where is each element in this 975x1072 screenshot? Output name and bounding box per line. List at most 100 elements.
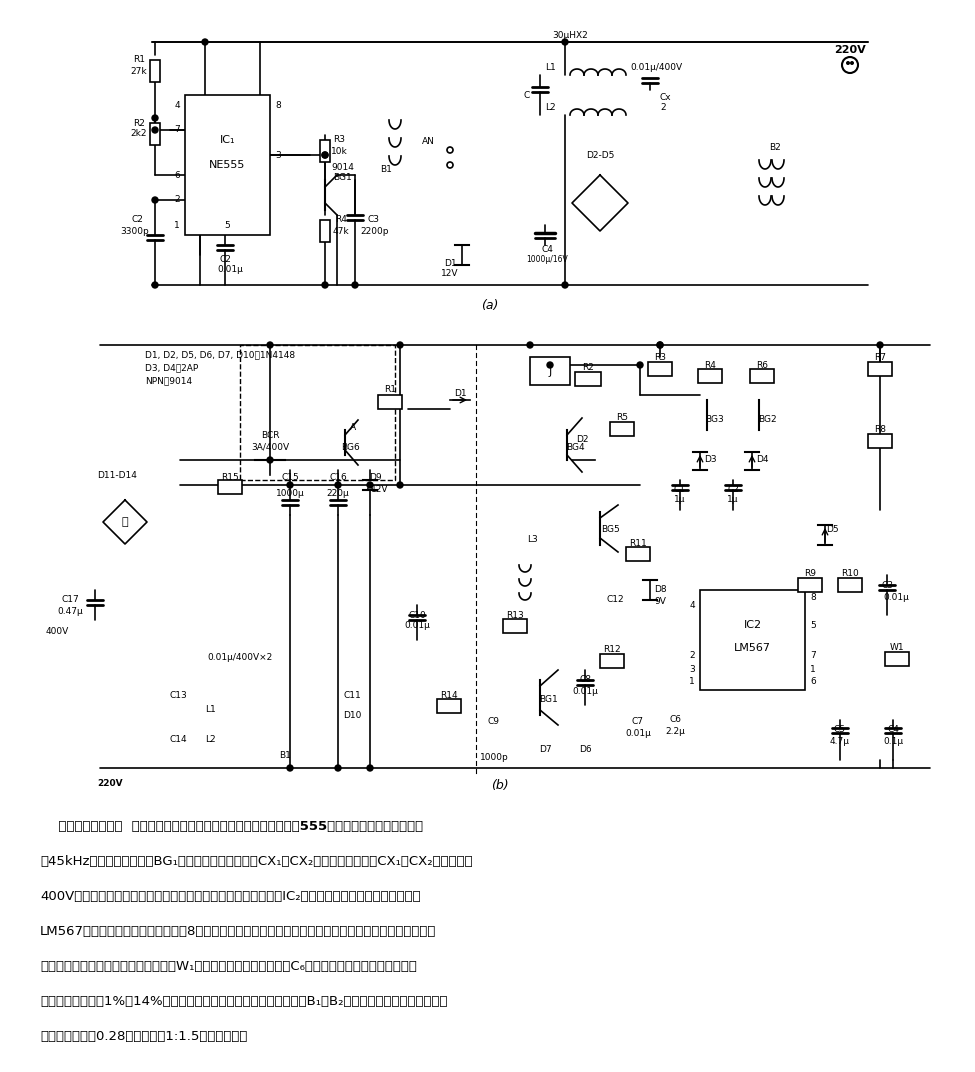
Text: R14: R14 xyxy=(440,690,458,700)
Text: R12: R12 xyxy=(604,645,621,655)
Text: 1000μ: 1000μ xyxy=(276,489,304,497)
Text: D1: D1 xyxy=(444,258,456,268)
Text: 0.01μ: 0.01μ xyxy=(625,730,651,739)
Bar xyxy=(885,652,909,666)
Text: C10: C10 xyxy=(409,610,426,620)
Text: BG1: BG1 xyxy=(538,696,558,704)
Text: R2: R2 xyxy=(133,119,145,128)
Bar xyxy=(320,140,330,162)
Text: 10k: 10k xyxy=(579,374,597,384)
Text: 1: 1 xyxy=(689,678,695,686)
Text: (b): (b) xyxy=(491,778,509,791)
Text: C11: C11 xyxy=(343,690,361,700)
Text: D5: D5 xyxy=(826,525,838,535)
Text: 为45kHz。输出载波信号经BG₁谐振放大、隔离，通过CX₁、CX₂耦合到电力线上。CX₁、CX₂的耐压应在: 为45kHz。输出载波信号经BG₁谐振放大、隔离，通过CX₁、CX₂耦合到电力线… xyxy=(40,855,473,868)
Text: BG4: BG4 xyxy=(566,444,584,452)
Text: 4: 4 xyxy=(689,600,695,610)
Text: 3A/400V: 3A/400V xyxy=(251,443,289,451)
Circle shape xyxy=(335,482,341,488)
Text: AN: AN xyxy=(422,137,435,147)
Text: 12V: 12V xyxy=(371,486,389,494)
Text: R3: R3 xyxy=(654,354,666,362)
Text: 4k7: 4k7 xyxy=(441,702,457,712)
Text: 0.01μ: 0.01μ xyxy=(572,687,598,697)
Text: 3k9: 3k9 xyxy=(872,366,888,374)
Text: R11: R11 xyxy=(629,538,646,548)
Circle shape xyxy=(152,282,158,288)
Text: 0.01μ/400V: 0.01μ/400V xyxy=(630,62,682,72)
Text: 6: 6 xyxy=(175,170,180,179)
Text: D2-D5: D2-D5 xyxy=(586,150,614,160)
Text: 510: 510 xyxy=(381,396,399,404)
Text: 1μ: 1μ xyxy=(675,495,685,505)
Text: C14: C14 xyxy=(170,735,187,744)
Text: R9: R9 xyxy=(804,569,816,579)
Text: A: A xyxy=(350,423,356,432)
Text: R8: R8 xyxy=(874,426,886,434)
Text: 400V: 400V xyxy=(46,627,68,637)
Text: R3: R3 xyxy=(333,135,345,145)
Text: 0.01μ: 0.01μ xyxy=(217,265,243,273)
Text: C15: C15 xyxy=(281,473,299,481)
Text: 20k: 20k xyxy=(702,372,719,381)
Text: C12: C12 xyxy=(606,596,624,605)
Text: 0.01μ: 0.01μ xyxy=(404,622,430,630)
Text: BG2: BG2 xyxy=(758,416,776,425)
Circle shape xyxy=(322,282,328,288)
Text: 2: 2 xyxy=(175,195,180,205)
Text: C2: C2 xyxy=(131,215,143,224)
Text: R4: R4 xyxy=(335,215,347,224)
Text: 3k9: 3k9 xyxy=(651,366,669,374)
Text: 10k: 10k xyxy=(507,623,524,631)
Circle shape xyxy=(367,765,373,771)
Text: R1: R1 xyxy=(133,56,145,64)
Bar xyxy=(503,619,527,632)
Bar xyxy=(700,590,805,690)
Bar xyxy=(868,362,892,376)
Text: 电力载波遥控开关  电路包括载波发送器和载波接收器。发送器采用555接成多谐振荡器，振荡频率: 电力载波遥控开关 电路包括载波发送器和载波接收器。发送器采用555接成多谐振荡器… xyxy=(40,820,423,833)
Text: 0.01μ: 0.01μ xyxy=(883,594,909,602)
Circle shape xyxy=(527,342,533,348)
Circle shape xyxy=(152,197,158,203)
Bar xyxy=(838,578,862,592)
Circle shape xyxy=(335,765,341,771)
Text: 300: 300 xyxy=(630,550,646,559)
Text: D3: D3 xyxy=(704,456,717,464)
Circle shape xyxy=(397,342,403,348)
Bar xyxy=(218,480,242,494)
Circle shape xyxy=(322,152,328,158)
Text: 51k: 51k xyxy=(613,425,631,433)
Text: 2: 2 xyxy=(689,651,695,659)
Text: L1: L1 xyxy=(545,62,556,72)
Bar xyxy=(626,547,650,561)
Text: C4: C4 xyxy=(887,726,899,734)
Text: 0.47μ: 0.47μ xyxy=(58,608,83,616)
Text: D11-D14: D11-D14 xyxy=(98,471,136,479)
Circle shape xyxy=(850,61,854,65)
Text: 30μHX2: 30μHX2 xyxy=(552,30,588,40)
Bar xyxy=(868,434,892,448)
Circle shape xyxy=(562,39,568,45)
Text: 0.1μ: 0.1μ xyxy=(883,738,903,746)
Text: 2: 2 xyxy=(660,103,666,111)
Text: C9: C9 xyxy=(488,717,500,727)
Circle shape xyxy=(397,482,403,488)
Text: 本: 本 xyxy=(122,517,129,527)
Bar xyxy=(798,578,822,592)
Text: 10k: 10k xyxy=(331,148,347,157)
Circle shape xyxy=(657,342,663,348)
Text: B2: B2 xyxy=(769,144,781,152)
Text: BG5: BG5 xyxy=(601,525,619,535)
Text: C3: C3 xyxy=(881,581,893,590)
Text: 150: 150 xyxy=(221,485,239,493)
Text: C7: C7 xyxy=(632,717,644,727)
Text: NPN：9014: NPN：9014 xyxy=(145,376,192,386)
Text: D7: D7 xyxy=(538,745,551,755)
Text: C6: C6 xyxy=(669,715,681,725)
Bar xyxy=(437,699,461,713)
Text: 1: 1 xyxy=(175,221,180,229)
Text: LM567，其接收载波频率时，输出端8脚由高电平变为低电平，利用这一负跳变信号触发双稳态电路，达到: LM567，其接收载波频率时，输出端8脚由高电平变为低电平，利用这一负跳变信号触… xyxy=(40,925,437,938)
Text: C2: C2 xyxy=(727,486,739,494)
Text: 15k: 15k xyxy=(801,581,818,590)
Bar xyxy=(530,357,570,385)
